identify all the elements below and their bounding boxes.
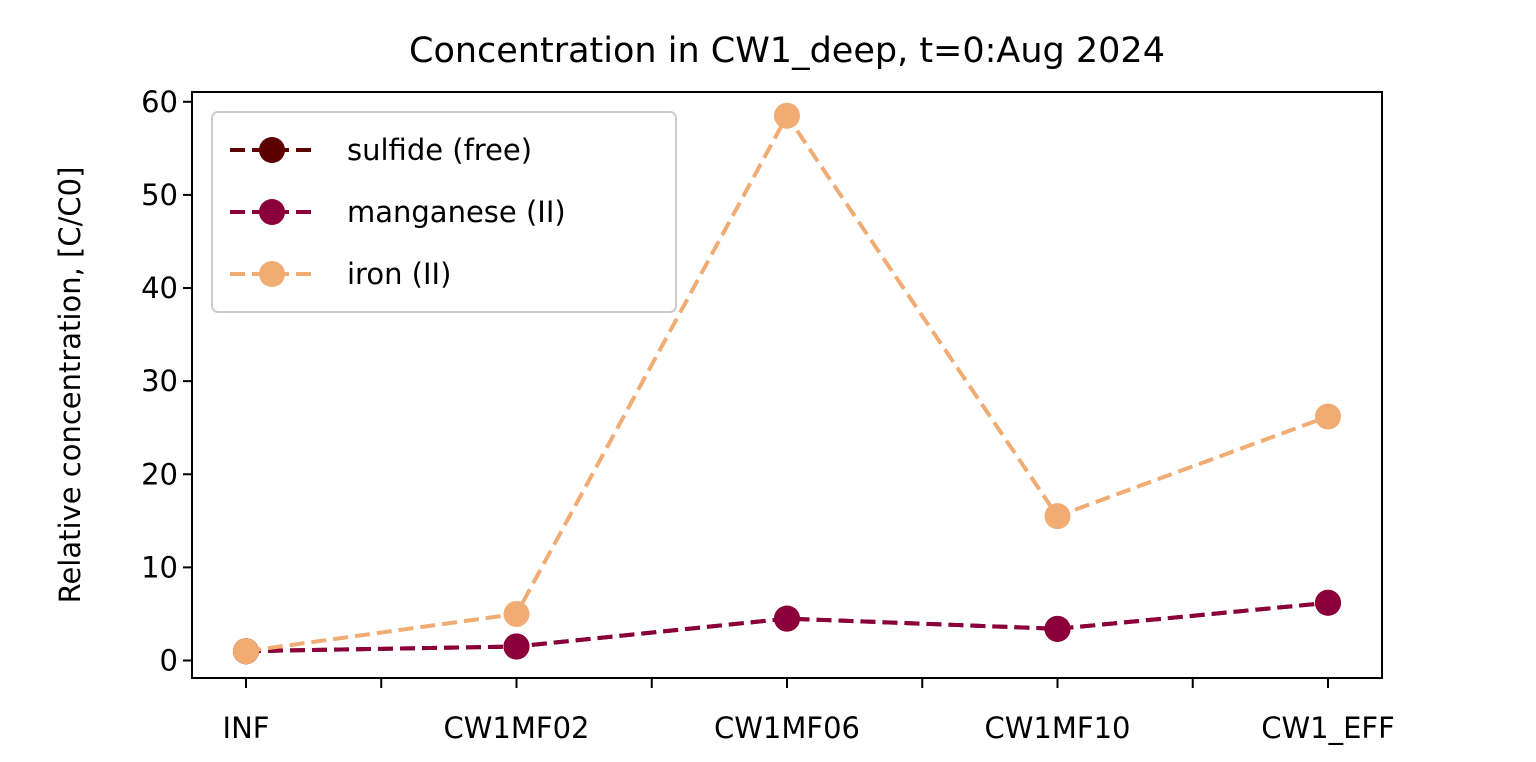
plot-area: 0 10 20 30 40 50 60 INF CW1MF02 CW1MF06 CW1MF10 CW1… [141,85,1395,745]
legend-swatch-marker [259,261,285,287]
x-tick-label: INF [223,711,270,745]
legend-label: iron (II) [347,257,451,291]
y-tick-label: 0 [160,644,178,678]
series-2-point [774,102,800,129]
y-tick-label: 40 [141,271,178,305]
x-tick-label: CW1_EFF [1261,711,1395,745]
y-tick-label: 30 [141,364,178,398]
series-2-point [233,638,259,665]
x-tick-label: CW1MF10 [985,711,1131,745]
y-tick-label: 10 [141,550,178,584]
series-2-point [1315,403,1341,430]
y-axis-label: Relative concentration, [C/C0] [53,167,87,604]
series-1-point [503,633,530,660]
legend-label: sulfide (free) [347,133,532,167]
series-1-point [774,605,800,632]
y-tick-label: 20 [141,457,178,491]
y-tick-label: 50 [141,178,178,212]
legend-swatch-marker [259,137,285,163]
legend-label: manganese (II) [347,195,566,229]
legend-box [211,111,677,313]
series-1-point [1315,589,1341,616]
series-1-point [1044,615,1071,642]
x-tick-label: CW1MF02 [444,711,590,745]
chart-title: Concentration in CW1_deep, t=0:Aug 2024 [409,31,1165,71]
series-2-point [1044,503,1071,530]
y-tick-label: 60 [141,85,178,119]
series-2-point [503,600,530,627]
legend-swatch-marker [259,199,285,225]
plot-frame [191,91,1383,679]
x-tick-label: CW1MF06 [714,711,860,745]
legend: sulfide (free) manganese (II) iron (II) [211,111,677,313]
